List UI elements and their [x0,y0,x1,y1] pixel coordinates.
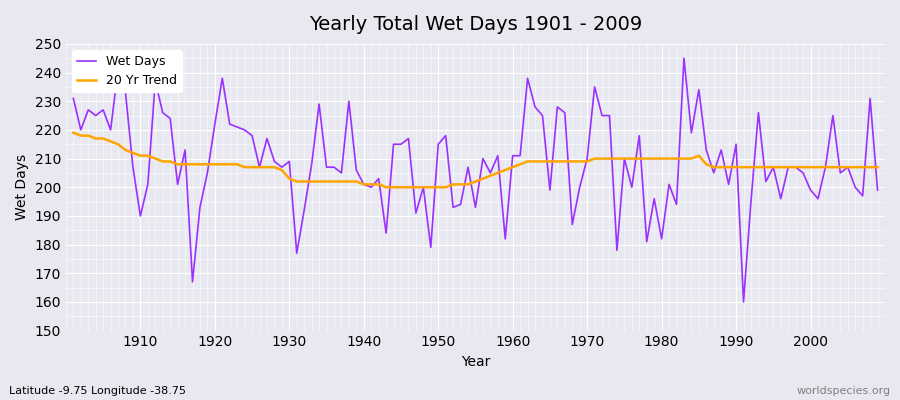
Line: Wet Days: Wet Days [74,58,878,302]
20 Yr Trend [128,150,139,155]
Text: Latitude -9.75 Longitude -38.75: Latitude -9.75 Longitude -38.75 [9,386,186,396]
Wet Days [508,153,518,158]
Wet Days [500,236,510,241]
Text: worldspecies.org: worldspecies.org [796,386,891,396]
20 Yr Trend [604,156,615,161]
Wet Days [872,188,883,192]
20 Yr Trend [292,179,302,184]
Wet Days [68,96,79,101]
Wet Days [597,113,608,118]
20 Yr Trend [515,162,526,167]
Wet Days [679,56,689,61]
20 Yr Trend [381,185,392,190]
X-axis label: Year: Year [461,355,491,369]
20 Yr Trend [68,130,79,135]
20 Yr Trend [508,165,518,170]
20 Yr Trend [336,179,346,184]
Title: Yearly Total Wet Days 1901 - 2009: Yearly Total Wet Days 1901 - 2009 [309,15,642,34]
Line: 20 Yr Trend: 20 Yr Trend [74,133,878,187]
Wet Days [738,300,749,304]
Wet Days [336,170,346,175]
Legend: Wet Days, 20 Yr Trend: Wet Days, 20 Yr Trend [72,50,182,92]
Wet Days [128,165,139,170]
20 Yr Trend [872,165,883,170]
Wet Days [292,251,302,256]
Y-axis label: Wet Days: Wet Days [15,154,29,220]
